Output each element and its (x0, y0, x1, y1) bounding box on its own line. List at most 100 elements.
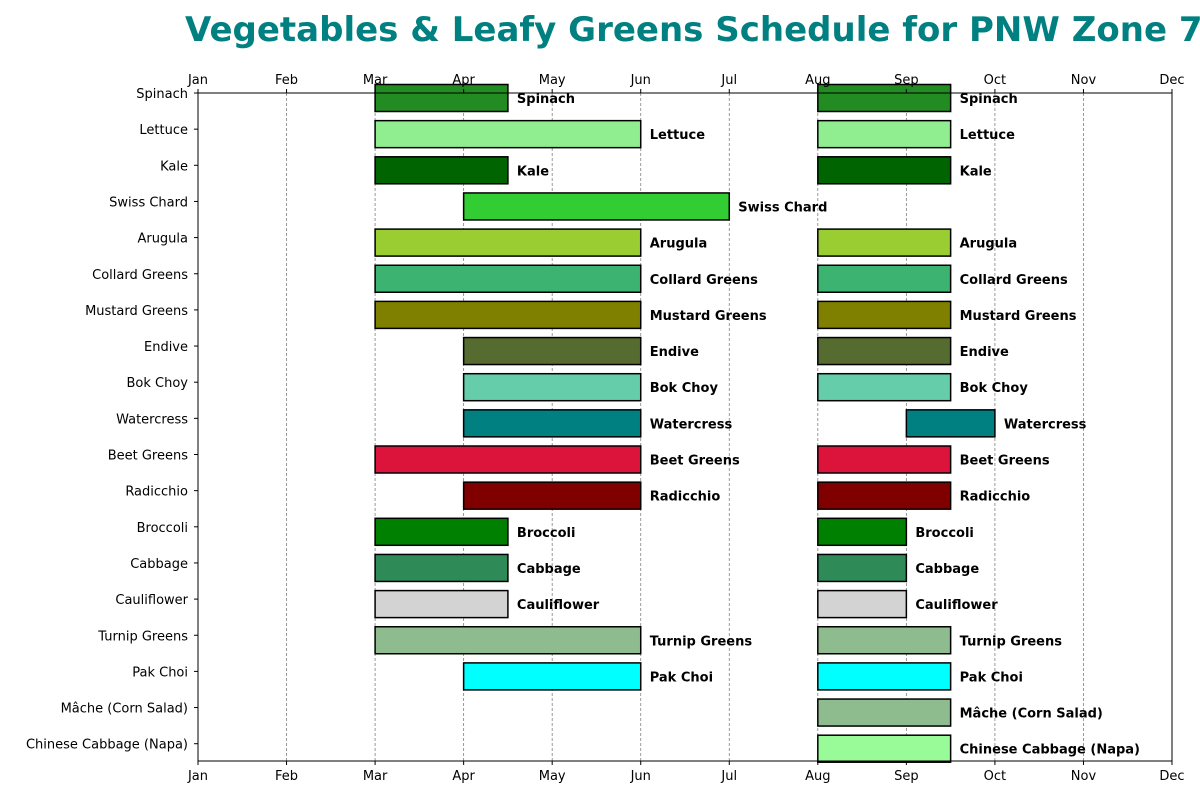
bar-radicchio-1 (462, 481, 642, 510)
x-tick-label-top-feb: Feb (275, 73, 298, 88)
bar-pak-choi-1 (462, 662, 642, 691)
x-tick-label-top-mar: Mar (363, 73, 388, 88)
bar-label-spinach-1: Spinach (517, 92, 575, 107)
bar-kale-1 (374, 156, 509, 185)
bar-label-radicchio-2: Radicchio (960, 490, 1031, 505)
bar-label-turnip-greens-1: Turnip Greens (650, 634, 753, 649)
x-tick-label-top-may: May (539, 73, 566, 88)
bar-label-endive-2: Endive (960, 345, 1009, 360)
y-tick-label-bok-choy: Bok Choy (127, 376, 189, 391)
x-tick-label-top-sep: Sep (894, 73, 919, 88)
bar-label-cauliflower-2: Cauliflower (915, 598, 998, 613)
bar-endive-1 (462, 336, 642, 366)
bar-label-endive-1: Endive (650, 345, 699, 360)
bar-watercress-2 (905, 409, 996, 438)
bar-label-cabbage-1: Cabbage (517, 562, 581, 577)
y-tick-label-radicchio: Radicchio (125, 485, 188, 500)
x-tick-label-top-oct: Oct (984, 73, 1006, 88)
bar-label-collard-greens-1: Collard Greens (650, 273, 758, 288)
x-tick-label-top-jun: Jun (630, 73, 651, 88)
y-tick-label-m-che-corn-salad: Mâche (Corn Salad) (61, 702, 188, 717)
bar-label-arugula-2: Arugula (960, 237, 1018, 252)
bar-cabbage-2 (817, 553, 908, 583)
x-tick-label-bottom-apr: Apr (452, 769, 475, 784)
y-tick-label-spinach: Spinach (136, 87, 188, 102)
x-tick-label-bottom-nov: Nov (1071, 769, 1097, 784)
x-tick-label-top-nov: Nov (1071, 73, 1097, 88)
bar-label-lettuce-2: Lettuce (960, 128, 1015, 143)
bar-label-kale-2: Kale (960, 164, 992, 179)
bar-label-chinese-cabbage-napa-1: Chinese Cabbage (Napa) (960, 743, 1140, 758)
bar-label-kale-1: Kale (517, 164, 549, 179)
y-tick-label-watercress: Watercress (116, 412, 188, 427)
bar-arugula-2 (817, 228, 952, 257)
bar-beet-greens-2 (817, 445, 952, 474)
x-tick-label-bottom-may: May (539, 769, 566, 784)
y-tick-label-endive: Endive (144, 340, 188, 355)
x-tick-label-bottom-oct: Oct (984, 769, 1006, 784)
bar-label-bok-choy-1: Bok Choy (650, 381, 719, 396)
bar-turnip-greens-2 (817, 626, 952, 655)
y-tick-label-kale: Kale (160, 159, 188, 174)
bar-label-lettuce-1: Lettuce (650, 128, 705, 143)
bar-label-arugula-1: Arugula (650, 237, 708, 252)
bar-collard-greens-1 (374, 264, 642, 293)
bar-label-swiss-chard-1: Swiss Chard (738, 200, 827, 215)
bar-kale-2 (817, 156, 952, 185)
bars-layer (374, 83, 996, 763)
x-tick-label-bottom-dec: Dec (1159, 769, 1184, 784)
bar-spinach-1 (374, 83, 509, 113)
bar-label-collard-greens-2: Collard Greens (960, 273, 1068, 288)
bar-arugula-1 (374, 228, 642, 257)
y-tick-label-arugula: Arugula (137, 232, 188, 247)
bar-label-beet-greens-1: Beet Greens (650, 454, 740, 469)
x-tick-label-bottom-feb: Feb (275, 769, 298, 784)
x-tick-label-bottom-mar: Mar (363, 769, 388, 784)
x-tick-label-bottom-jul: Jul (720, 769, 737, 784)
x-tick-label-top-jan: Jan (187, 73, 208, 88)
bar-chinese-cabbage-napa-1 (817, 734, 952, 763)
bar-broccoli-2 (817, 517, 908, 547)
y-tick-label-broccoli: Broccoli (137, 521, 188, 536)
bar-label-pak-choi-2: Pak Choi (960, 670, 1023, 685)
x-tick-label-top-aug: Aug (805, 73, 830, 88)
bar-swiss-chard-1 (462, 192, 731, 221)
bar-m-che-corn-salad-1 (817, 698, 952, 727)
bar-spinach-2 (817, 83, 952, 113)
bar-label-pak-choi-1: Pak Choi (650, 670, 713, 685)
x-tick-label-bottom-jan: Jan (187, 769, 208, 784)
x-tick-label-top-dec: Dec (1159, 73, 1184, 88)
bar-label-broccoli-2: Broccoli (915, 526, 974, 541)
x-tick-label-bottom-jun: Jun (630, 769, 651, 784)
x-tick-label-top-jul: Jul (720, 73, 737, 88)
y-tick-label-turnip-greens: Turnip Greens (97, 629, 188, 644)
bar-label-turnip-greens-2: Turnip Greens (960, 634, 1063, 649)
bar-lettuce-1 (374, 119, 642, 149)
y-tick-label-chinese-cabbage-napa: Chinese Cabbage (Napa) (26, 738, 188, 753)
bar-broccoli-1 (374, 517, 509, 547)
bar-label-cauliflower-1: Cauliflower (517, 598, 600, 613)
bar-beet-greens-1 (374, 445, 642, 474)
bar-bok-choy-2 (817, 372, 952, 402)
bar-label-cabbage-2: Cabbage (915, 562, 979, 577)
bar-radicchio-2 (817, 481, 952, 510)
bar-lettuce-2 (817, 119, 952, 149)
bar-collard-greens-2 (817, 264, 952, 293)
bar-label-watercress-1: Watercress (650, 417, 733, 432)
bar-turnip-greens-1 (374, 626, 642, 655)
y-tick-label-swiss-chard: Swiss Chard (109, 195, 188, 210)
bar-label-bok-choy-2: Bok Choy (960, 381, 1029, 396)
bar-label-mustard-greens-2: Mustard Greens (960, 309, 1077, 324)
bar-label-spinach-2: Spinach (960, 92, 1018, 107)
bar-endive-2 (817, 336, 952, 366)
labels-layer: Spinach Spinach Lettuce Lettuce Kale Kale Swis… (517, 92, 1140, 758)
y-tick-label-cauliflower: Cauliflower (115, 593, 188, 608)
y-tick-label-collard-greens: Collard Greens (92, 268, 188, 283)
y-tick-label-mustard-greens: Mustard Greens (85, 304, 188, 319)
x-tick-label-top-apr: Apr (452, 73, 475, 88)
bar-watercress-1 (462, 409, 642, 438)
y-tick-label-cabbage: Cabbage (130, 557, 188, 572)
x-tick-label-bottom-aug: Aug (805, 769, 830, 784)
chart-title: Vegetables & Leafy Greens Schedule for P… (185, 10, 1200, 50)
